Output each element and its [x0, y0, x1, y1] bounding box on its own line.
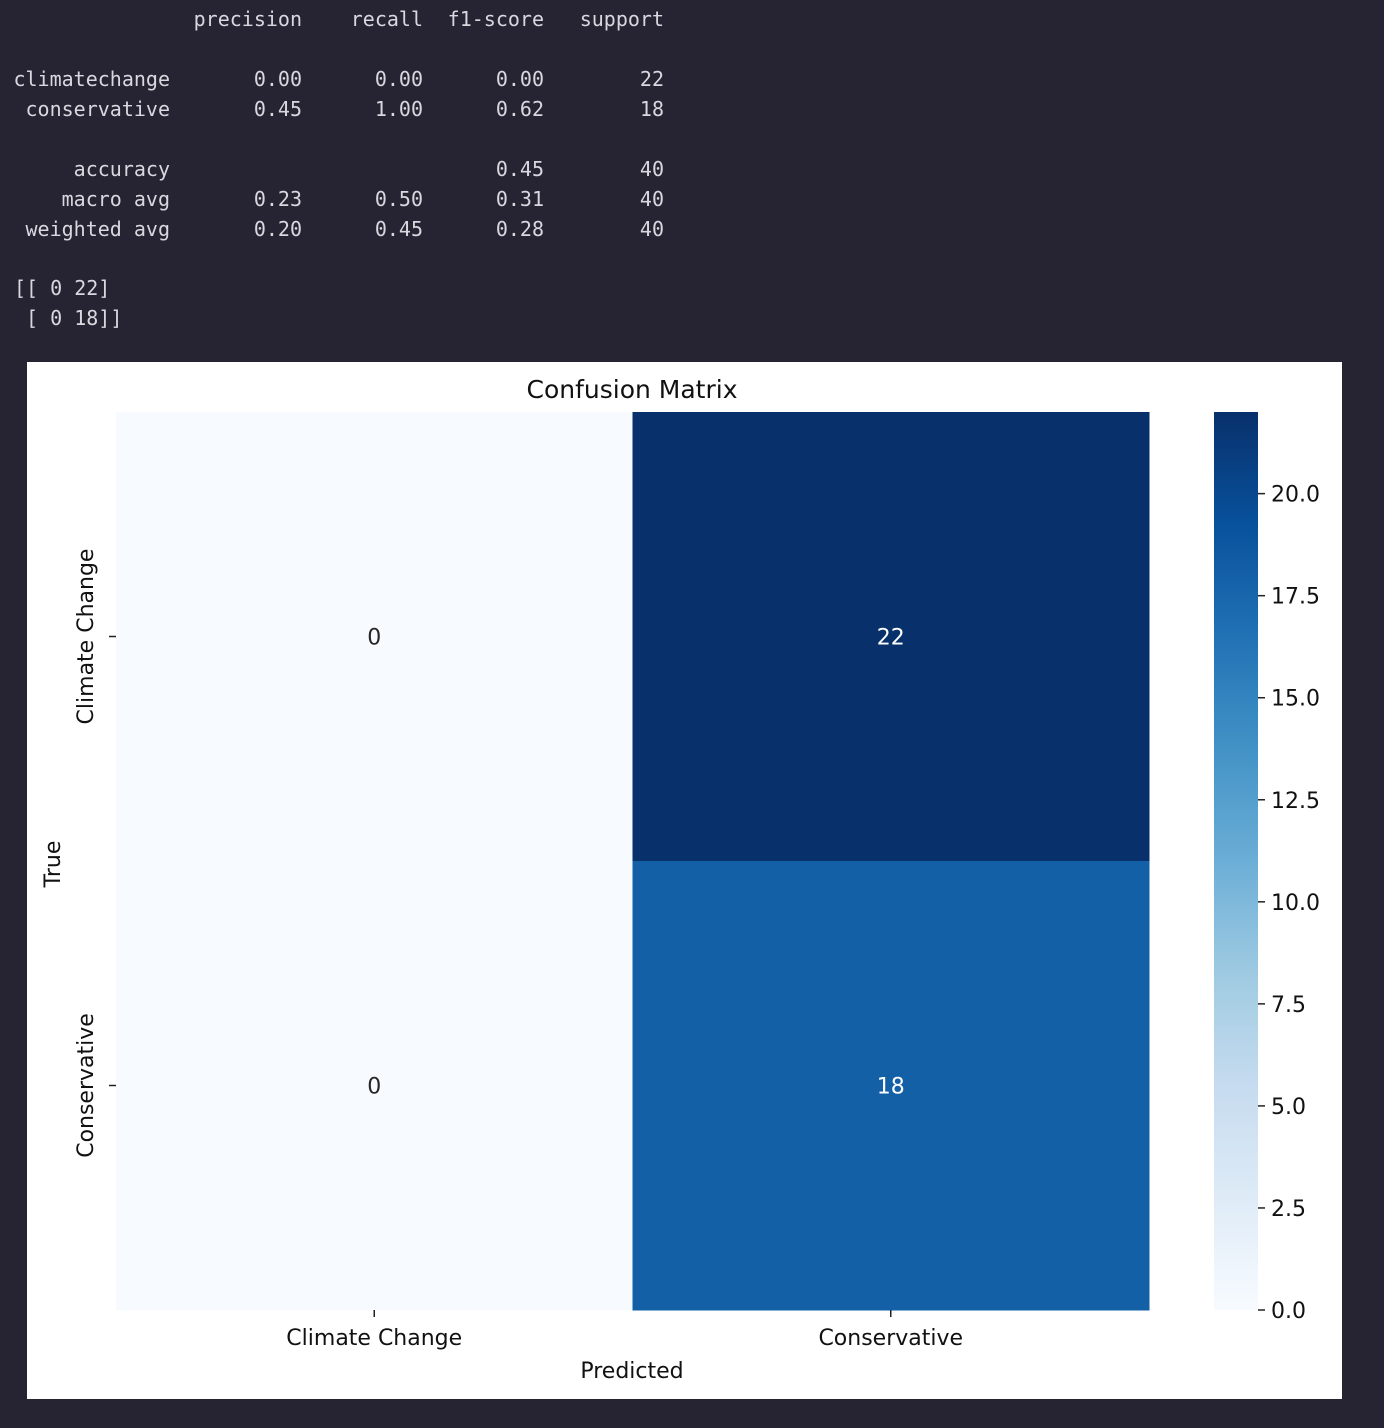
report-cell: 0.00 [374, 67, 423, 91]
report-cell: 0.45 [374, 217, 423, 241]
y-tick-label: Conservative [74, 1013, 99, 1158]
cell-annotation: 22 [877, 626, 905, 651]
report-cell: 40 [639, 217, 664, 241]
y-axis-label: True [41, 841, 66, 889]
report-cell: 22 [639, 67, 664, 91]
report-header-recall: recall [350, 7, 423, 31]
heatmap-chart: Confusion Matrix Predicted True 0 22 0 18 C… [41, 375, 1320, 1384]
report-cell: 0.50 [374, 187, 423, 211]
colorbar-tick-label: 20.0 [1271, 483, 1320, 508]
report-header-f1-score: f1-score [447, 7, 544, 31]
report-row-label: macro avg [61, 187, 170, 211]
colorbar-tick-label: 12.5 [1271, 789, 1320, 814]
report-cell: 0.45 [253, 97, 302, 121]
x-tick-label: Conservative [818, 1326, 963, 1351]
colorbar-tick-label: 15.0 [1271, 687, 1320, 712]
confusion-matrix-printout: [[ 0 22] [ 0 18]] [14, 273, 122, 333]
report-header-support: support [579, 7, 664, 31]
confusion-matrix-figure: Confusion Matrix Predicted True 0 22 0 18 C… [27, 362, 1342, 1399]
colorbar-tick-label: 5.0 [1271, 1095, 1306, 1120]
matrix-print-line: [[ 0 22] [14, 276, 111, 300]
colorbar-tick-label: 10.0 [1271, 891, 1320, 916]
report-row-label: conservative [25, 97, 171, 121]
report-row-label: climatechange [13, 67, 170, 91]
chart-title: Confusion Matrix [526, 375, 737, 404]
cell-annotation: 0 [367, 1075, 381, 1100]
x-axis-label: Predicted [580, 1359, 683, 1384]
cell-annotation: 18 [877, 1075, 905, 1100]
cell-annotation: 0 [367, 626, 381, 651]
report-cell: 0.62 [495, 97, 544, 121]
y-tick-label: Climate Change [74, 549, 99, 725]
report-cell: 0.31 [495, 187, 544, 211]
colorbar-tick-label: 17.5 [1271, 585, 1320, 610]
heatmap-cell [116, 412, 633, 862]
report-cell: 0.20 [253, 217, 302, 241]
report-row-label: accuracy [73, 157, 170, 181]
report-header-precision: precision [193, 7, 302, 31]
report-row-label: weighted avg [25, 217, 171, 241]
report-cell: 0.23 [253, 187, 302, 211]
matrix-print-line: [ 0 18]] [14, 306, 123, 330]
colorbar-tick-label: 0.0 [1271, 1299, 1306, 1324]
report-cell: 0.00 [495, 67, 544, 91]
report-cell: 1.00 [374, 97, 423, 121]
colorbar-tick-label: 2.5 [1271, 1197, 1306, 1222]
heatmap-cell [116, 861, 633, 1311]
report-cell: 18 [639, 97, 664, 121]
report-cell: 40 [639, 157, 664, 181]
colorbar-tick-label: 7.5 [1271, 993, 1306, 1018]
report-cell: 0.28 [495, 217, 544, 241]
heatmap-cell [632, 861, 1150, 1311]
heatmap-cell [632, 412, 1150, 862]
report-cell: 0.00 [253, 67, 302, 91]
colorbar [1214, 412, 1258, 1310]
x-tick-label: Climate Change [286, 1326, 462, 1351]
report-cell: 40 [639, 187, 664, 211]
report-cell: 0.45 [495, 157, 544, 181]
